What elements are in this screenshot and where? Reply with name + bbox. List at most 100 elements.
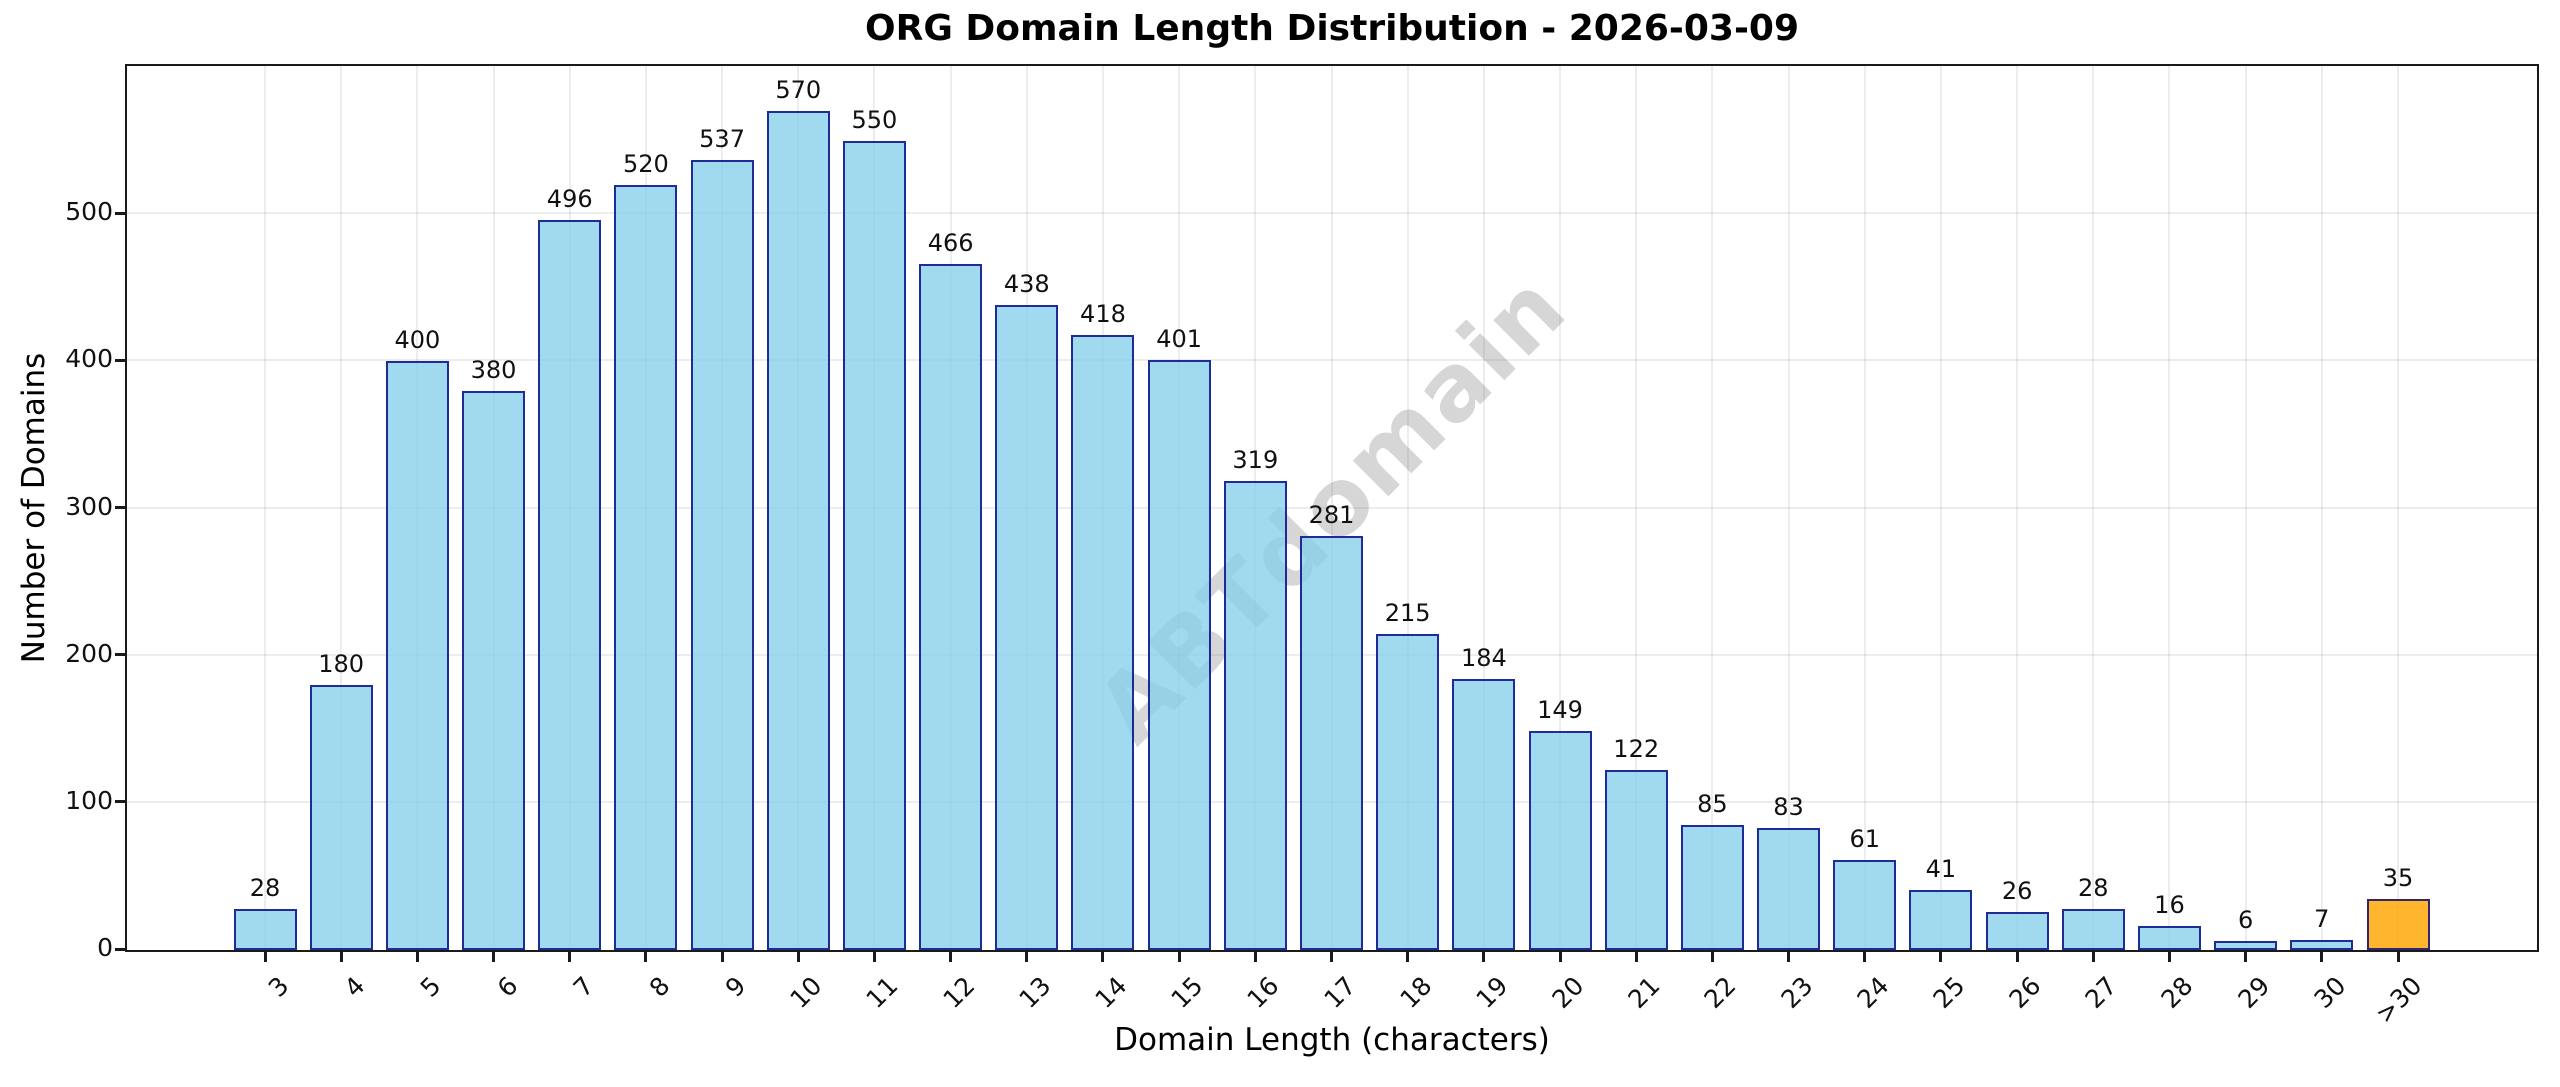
y-gridline	[127, 506, 2537, 509]
bar	[1071, 334, 1135, 950]
y-axis-tick	[115, 211, 125, 215]
x-tick-label: >30	[2369, 971, 2428, 1029]
bar-value-label: 41	[1925, 854, 1957, 883]
x-tick-label: 11	[860, 971, 904, 1015]
x-axis-tick	[1330, 952, 1333, 962]
y-tick-label: 400	[65, 344, 113, 374]
x-axis-tick	[720, 952, 724, 962]
bar	[1300, 536, 1363, 950]
bar-value-label: 380	[470, 355, 517, 384]
x-gridline	[1787, 66, 1790, 950]
bar-value-label: 16	[2154, 891, 2185, 920]
bar-value-label: 85	[1697, 789, 1728, 818]
x-tick-label: 22	[1698, 971, 1742, 1015]
x-gridline	[1482, 66, 1485, 950]
x-axis-tick	[415, 952, 419, 962]
bar	[2290, 939, 2354, 950]
bar	[1909, 889, 1973, 950]
y-tick-label: 500	[65, 197, 113, 227]
x-tick-label: 12	[937, 971, 981, 1015]
bar-value-label: 83	[1773, 792, 1804, 821]
x-axis-tick	[1025, 952, 1029, 962]
bar-value-label: 184	[1460, 644, 1507, 673]
y-axis-tick	[115, 506, 125, 509]
y-axis-title: Number of Domains	[16, 352, 52, 664]
x-tick-label: 9	[719, 971, 752, 1003]
y-tick-label: 200	[65, 638, 113, 668]
x-tick-label: 6	[491, 971, 524, 1003]
x-tick-label: 20	[1546, 971, 1590, 1015]
x-gridline	[1559, 66, 1562, 950]
bar	[995, 305, 1059, 950]
bar	[233, 908, 297, 950]
bar-value-label: 401	[1156, 324, 1203, 353]
bar-value-label: 520	[622, 149, 669, 178]
bar	[2366, 898, 2430, 950]
bar-value-label: 215	[1384, 598, 1431, 627]
bar	[2137, 926, 2201, 950]
bar-value-label: 496	[546, 185, 593, 214]
bar	[1376, 633, 1440, 950]
bar-value-label: 122	[1613, 735, 1660, 764]
x-tick-label: 7	[567, 971, 600, 1003]
bar	[690, 159, 754, 950]
bar-value-label: 6	[2238, 906, 2254, 935]
x-tick-label: 8	[643, 971, 676, 1003]
y-gridline	[127, 359, 2537, 362]
x-gridline	[264, 66, 266, 950]
x-tick-label: 29	[2232, 971, 2276, 1015]
bar-value-label: 550	[851, 105, 898, 134]
bar	[309, 685, 373, 950]
x-gridline	[2397, 66, 2399, 950]
bar-value-label: 400	[394, 326, 441, 355]
bar	[1680, 824, 1744, 950]
bar	[2061, 908, 2125, 950]
bar-value-label: 28	[2078, 873, 2109, 902]
x-tick-label: 18	[1394, 971, 1438, 1015]
bar	[385, 361, 449, 950]
bar-value-label: 61	[1849, 825, 1881, 854]
x-axis-tick	[339, 952, 343, 962]
x-gridline	[2168, 66, 2171, 950]
x-axis-tick	[568, 952, 572, 962]
y-axis-tick	[115, 800, 125, 804]
x-axis-tick	[1710, 952, 1714, 962]
bar-value-label: 418	[1080, 299, 1126, 328]
bar	[1985, 911, 2049, 950]
bar	[842, 140, 906, 950]
x-gridline	[2016, 66, 2019, 950]
x-tick-label: 30	[2308, 971, 2352, 1015]
x-axis-tick	[2091, 952, 2095, 962]
x-axis-tick	[2396, 952, 2400, 962]
x-gridline	[2320, 66, 2323, 950]
x-axis-tick	[2167, 952, 2171, 962]
x-axis-tick	[1253, 952, 1257, 962]
bar-value-label: 438	[1003, 270, 1050, 299]
bar	[1452, 679, 1516, 950]
x-tick-label: 16	[1241, 971, 1285, 1015]
x-gridline	[2092, 66, 2095, 950]
x-axis-tick	[872, 952, 876, 962]
bar	[1147, 359, 1211, 950]
x-tick-label: 21	[1622, 971, 1666, 1015]
bar	[1833, 860, 1897, 950]
x-gridline	[1330, 66, 1333, 950]
x-tick-label: 27	[2079, 971, 2123, 1015]
x-axis-tick	[263, 952, 267, 962]
bar	[766, 111, 830, 950]
bar-value-label: 7	[2314, 904, 2330, 933]
bar-value-label: 319	[1232, 445, 1279, 474]
x-axis-tick	[644, 952, 648, 962]
x-tick-label: 24	[1851, 971, 1895, 1015]
bar-value-label: 26	[2001, 876, 2033, 905]
x-gridline	[1406, 66, 1409, 950]
x-axis-tick	[1634, 952, 1638, 962]
y-gridline	[127, 212, 2537, 215]
bar	[1757, 827, 1821, 950]
x-axis-tick	[949, 952, 953, 962]
x-axis-title: Domain Length (characters)	[1114, 1022, 1550, 1058]
bar-value-label: 570	[775, 76, 822, 105]
x-tick-label: 5	[415, 971, 447, 1003]
x-axis-tick	[2320, 952, 2324, 962]
x-tick-label: 23	[1775, 971, 1819, 1015]
